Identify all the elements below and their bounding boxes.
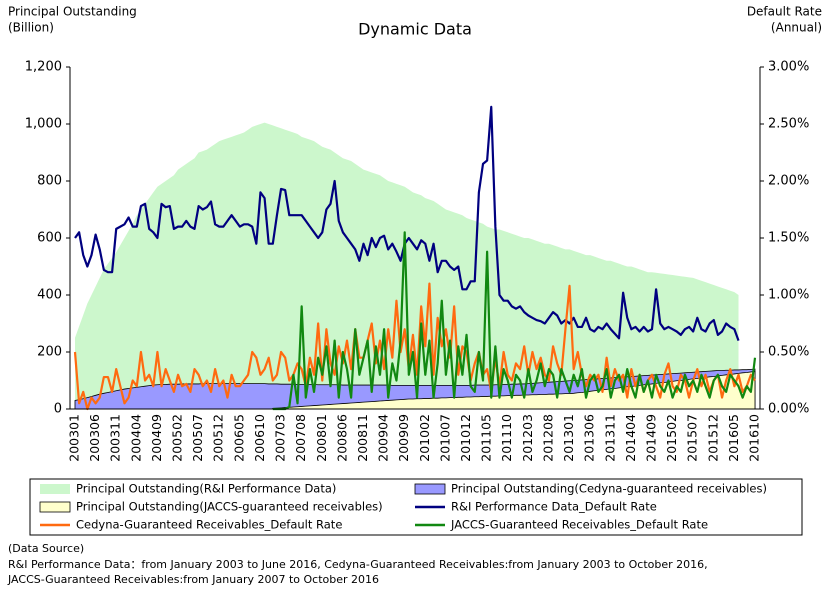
y-tick-label: 1,000: [25, 117, 62, 132]
y2-tick-label: 1.50%: [768, 231, 809, 246]
x-tick-label: 201404: [623, 414, 638, 462]
legend-label: Principal Outstanding(R&I Performance Da…: [76, 482, 336, 496]
x-tick-label: 200301: [67, 414, 82, 462]
x-tick-label: 201610: [747, 414, 762, 462]
legend-box: [29, 478, 803, 536]
x-tick-label: 201409: [643, 414, 658, 462]
x-tick-label: 200409: [149, 414, 164, 462]
x-tick-label: 200708: [293, 414, 308, 462]
y2-axis-label: (Annual): [771, 21, 822, 35]
x-tick-label: 201203: [520, 414, 535, 462]
legend-label: Cedyna-Guaranteed Receivables_Default Ra…: [76, 518, 342, 532]
legend-swatch: [40, 484, 70, 494]
x-tick-label: 200507: [190, 414, 205, 462]
y-tick-label: 400: [37, 288, 62, 303]
x-tick-label: 201007: [437, 414, 452, 462]
y2-tick-label: 3.00%: [768, 60, 809, 75]
y-tick-label: 1,200: [25, 60, 62, 75]
y-axis-label: Principal Outstanding: [8, 5, 137, 19]
y2-tick-label: 0.00%: [768, 402, 809, 417]
x-tick-label: 201306: [582, 414, 597, 462]
legend-label: R&I Performance Data_Default Rate: [451, 500, 657, 514]
y-axis-label: (Billion): [8, 21, 54, 35]
y-tick-label: 0: [54, 402, 62, 417]
y-tick-label: 800: [37, 174, 62, 189]
x-tick-label: 201208: [540, 414, 555, 462]
legend-label: JACCS-Guaranteed Receivables_Default Rat…: [450, 518, 708, 532]
source-note: JACCS-Guaranteed Receivables:from Januar…: [7, 573, 379, 586]
legend-swatch: [414, 483, 446, 495]
x-tick-label: 200904: [376, 414, 391, 462]
x-tick-label: 200512: [211, 414, 226, 462]
y2-tick-label: 2.00%: [768, 174, 809, 189]
x-tick-label: 201512: [705, 414, 720, 462]
y-tick-label: 200: [37, 345, 62, 360]
x-tick-label: 200703: [273, 414, 288, 462]
x-tick-label: 200610: [252, 414, 267, 462]
x-tick-label: 200801: [314, 414, 329, 462]
source-note: (Data Source): [8, 542, 84, 555]
x-tick-label: 200404: [128, 414, 143, 462]
legend-swatch: [39, 501, 71, 513]
x-tick-label: 200306: [87, 414, 102, 462]
x-tick-label: 200311: [108, 414, 123, 462]
x-tick-label: 201105: [479, 414, 494, 462]
legend-label: Principal Outstanding(Cedyna-guaranteed …: [451, 482, 767, 496]
x-tick-label: 200605: [231, 414, 246, 462]
x-tick-label: 201301: [561, 414, 576, 462]
y-tick-label: 600: [37, 231, 62, 246]
x-tick-label: 201507: [685, 414, 700, 462]
x-tick-label: 200909: [396, 414, 411, 462]
x-tick-label: 201502: [664, 414, 679, 462]
chart-title: Dynamic Data: [358, 20, 472, 39]
area: [272, 370, 756, 410]
source-note: R&I Performance Data：from January 2003 t…: [8, 558, 708, 571]
x-tick-label: 201605: [726, 414, 741, 462]
line: [272, 231, 757, 411]
x-tick-label: 201012: [458, 414, 473, 462]
y2-tick-label: 2.50%: [768, 117, 809, 132]
x-tick-label: 200811: [355, 414, 370, 462]
y2-tick-label: 1.00%: [768, 288, 809, 303]
legend-label: Principal Outstanding(JACCS-guaranteed r…: [76, 500, 383, 514]
x-tick-label: 200806: [334, 414, 349, 462]
x-tick-label: 201311: [602, 414, 617, 462]
x-tick-label: 200502: [170, 414, 185, 462]
y2-axis-label: Default Rate: [747, 5, 822, 19]
x-tick-label: 201110: [499, 414, 514, 462]
y2-tick-label: 0.50%: [768, 345, 809, 360]
line: [74, 105, 740, 341]
x-tick-label: 201002: [417, 414, 432, 462]
